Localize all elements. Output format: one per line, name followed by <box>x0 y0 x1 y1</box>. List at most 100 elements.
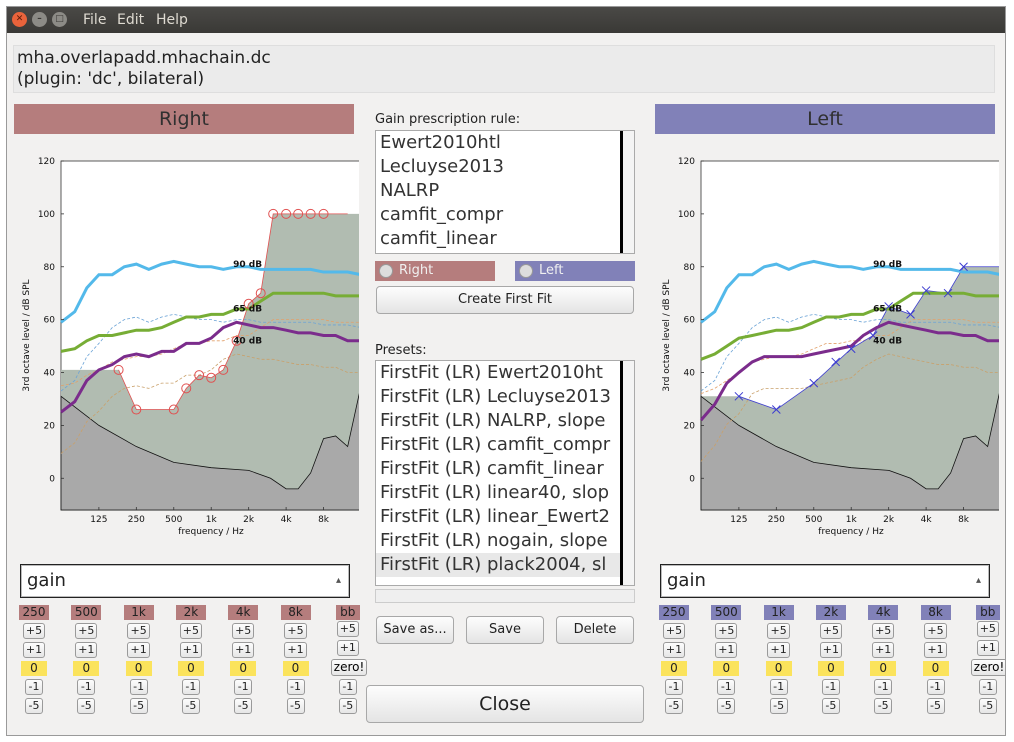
left-plot[interactable]: 90 dB 65 dB 40 dB 0 20 40 60 80 100 120 125 250 500 1… <box>649 147 999 539</box>
preset-item[interactable]: FirstFit (LR) nogain, slope <box>380 530 608 551</box>
right-gain-value: 0 <box>230 661 257 676</box>
level-annotation: 40 dB <box>873 336 902 346</box>
left-plus1-button[interactable]: +1 <box>662 642 686 658</box>
preset-item[interactable]: FirstFit (LR) plack2004, sl <box>376 553 634 577</box>
preset-item[interactable]: FirstFit (LR) Lecluyse2013 <box>380 386 612 407</box>
right-minus1-button[interactable]: -1 <box>77 679 96 695</box>
left-zero-button[interactable]: zero! <box>970 659 1005 676</box>
save-as-button[interactable]: Save as... <box>376 616 454 644</box>
left-minus5-button[interactable]: -5 <box>665 698 683 714</box>
right-minus5-button[interactable]: -5 <box>286 698 305 714</box>
right-minus1-button[interactable]: -1 <box>129 679 148 695</box>
presets-horizontal-scrollbar[interactable] <box>375 589 635 603</box>
menu-edit[interactable]: Edit <box>117 12 145 28</box>
left-minus5-button[interactable]: -5 <box>874 698 893 714</box>
rule-list[interactable]: Ewert2010htl Lecluyse2013 NALRP camfit_comp… <box>375 130 635 254</box>
right-plus5-button[interactable]: +5 <box>22 623 46 639</box>
left-plus5-button[interactable]: +5 <box>819 623 842 639</box>
left-minus1-button[interactable]: -1 <box>821 679 840 695</box>
threshold-point <box>194 370 205 381</box>
left-minus1-button[interactable]: -1 <box>978 679 997 695</box>
maximize-window-icon[interactable]: □ <box>52 12 67 27</box>
right-minus5-button[interactable]: -5 <box>25 698 43 714</box>
left-plus5-button[interactable]: +5 <box>715 623 738 639</box>
preset-item[interactable]: FirstFit (LR) camfit_linear <box>380 458 604 479</box>
left-plus5-button[interactable]: +5 <box>872 623 895 639</box>
close-window-icon[interactable]: ✕ <box>12 12 27 27</box>
left-plus1-button[interactable]: +1 <box>767 642 790 658</box>
left-plus5-button[interactable]: +5 <box>662 623 686 639</box>
right-plot[interactable]: 90 dB 65 dB 40 dB 0 20 40 60 80 100 120 125 250 500 1… <box>9 147 359 539</box>
left-plus1-button[interactable]: +1 <box>715 642 738 658</box>
right-zero-button[interactable]: zero! <box>330 659 368 676</box>
preset-item[interactable]: FirstFit (LR) linear40, slop <box>380 482 610 503</box>
presets-scrollbar[interactable] <box>620 361 634 585</box>
left-plus5-button[interactable]: +5 <box>767 623 790 639</box>
preset-item[interactable]: FirstFit (LR) NALRP, slope <box>380 410 606 431</box>
right-plus1-button[interactable]: +1 <box>22 642 46 658</box>
left-minus5-button[interactable]: -5 <box>926 698 945 714</box>
left-minus1-button[interactable]: -1 <box>926 679 945 695</box>
close-button[interactable]: Close <box>366 685 644 723</box>
right-minus1-button[interactable]: -1 <box>234 679 253 695</box>
left-plus5-button[interactable]: +5 <box>924 623 947 639</box>
right-minus5-button[interactable]: -5 <box>77 698 96 714</box>
left-minus1-button[interactable]: -1 <box>665 679 683 695</box>
presets-list[interactable]: FirstFit (LR) Ewert2010ht FirstFit (LR) L… <box>375 360 635 586</box>
left-plus1-button[interactable]: +1 <box>976 640 999 656</box>
rule-item[interactable]: camfit_compr <box>380 204 504 225</box>
rule-item[interactable]: camfit_linear <box>380 228 497 249</box>
rule-item[interactable]: Ewert2010htl <box>380 132 501 153</box>
left-minus5-button[interactable]: -5 <box>717 698 736 714</box>
x-axis-label: frequency / Hz <box>178 527 244 537</box>
right-minus5-button[interactable]: -5 <box>181 698 200 714</box>
right-minus1-button[interactable]: -1 <box>338 679 357 695</box>
right-gain-value: 0 <box>73 661 100 676</box>
left-minus5-button[interactable]: -5 <box>769 698 788 714</box>
save-button[interactable]: Save <box>466 616 544 644</box>
left-plus1-button[interactable]: +1 <box>924 642 947 658</box>
create-first-fit-button[interactable]: Create First Fit <box>376 286 634 314</box>
left-minus1-button[interactable]: -1 <box>874 679 893 695</box>
right-plus1-button[interactable]: +1 <box>179 642 202 658</box>
right-minus5-button[interactable]: -5 <box>129 698 148 714</box>
radio-left-label: Left <box>539 263 564 278</box>
right-minus1-button[interactable]: -1 <box>25 679 43 695</box>
radio-left[interactable]: Left <box>515 261 635 281</box>
minimize-window-icon[interactable]: – <box>32 12 47 27</box>
right-plus5-button[interactable]: +5 <box>284 623 307 639</box>
right-mode-select[interactable]: gain ▴ <box>20 564 350 598</box>
right-plus5-button[interactable]: +5 <box>179 623 202 639</box>
right-minus1-button[interactable]: -1 <box>286 679 305 695</box>
preset-item[interactable]: FirstFit (LR) camfit_compr <box>380 434 611 455</box>
right-plus5-button[interactable]: +5 <box>75 623 98 639</box>
rule-scrollbar[interactable] <box>620 131 634 253</box>
preset-item[interactable]: FirstFit (LR) linear_Ewert2 <box>380 506 611 527</box>
radio-right[interactable]: Right <box>375 261 495 281</box>
right-minus1-button[interactable]: -1 <box>181 679 200 695</box>
right-plus1-button[interactable]: +1 <box>232 642 255 658</box>
right-plus1-button[interactable]: +1 <box>75 642 98 658</box>
rule-item[interactable]: NALRP <box>380 180 440 201</box>
right-plus1-button[interactable]: +1 <box>127 642 150 658</box>
left-minus5-button[interactable]: -5 <box>821 698 840 714</box>
right-plus5-button[interactable]: +5 <box>336 621 359 637</box>
left-plus1-button[interactable]: +1 <box>819 642 842 658</box>
right-plus1-button[interactable]: +1 <box>284 642 307 658</box>
right-plus5-button[interactable]: +5 <box>232 623 255 639</box>
menu-file[interactable]: File <box>83 12 107 28</box>
right-plus1-button[interactable]: +1 <box>336 640 359 656</box>
left-minus5-button[interactable]: -5 <box>978 698 997 714</box>
right-minus5-button[interactable]: -5 <box>338 698 357 714</box>
right-minus5-button[interactable]: -5 <box>234 698 253 714</box>
right-plus5-button[interactable]: +5 <box>127 623 150 639</box>
left-plus5-button[interactable]: +5 <box>976 621 999 637</box>
left-minus1-button[interactable]: -1 <box>717 679 736 695</box>
left-plus1-button[interactable]: +1 <box>872 642 895 658</box>
left-mode-select[interactable]: gain ▴ <box>660 564 990 598</box>
left-minus1-button[interactable]: -1 <box>769 679 788 695</box>
menu-help[interactable]: Help <box>156 12 188 28</box>
delete-button[interactable]: Delete <box>556 616 634 644</box>
preset-item[interactable]: FirstFit (LR) Ewert2010ht <box>380 362 603 383</box>
rule-item[interactable]: Lecluyse2013 <box>380 156 505 177</box>
